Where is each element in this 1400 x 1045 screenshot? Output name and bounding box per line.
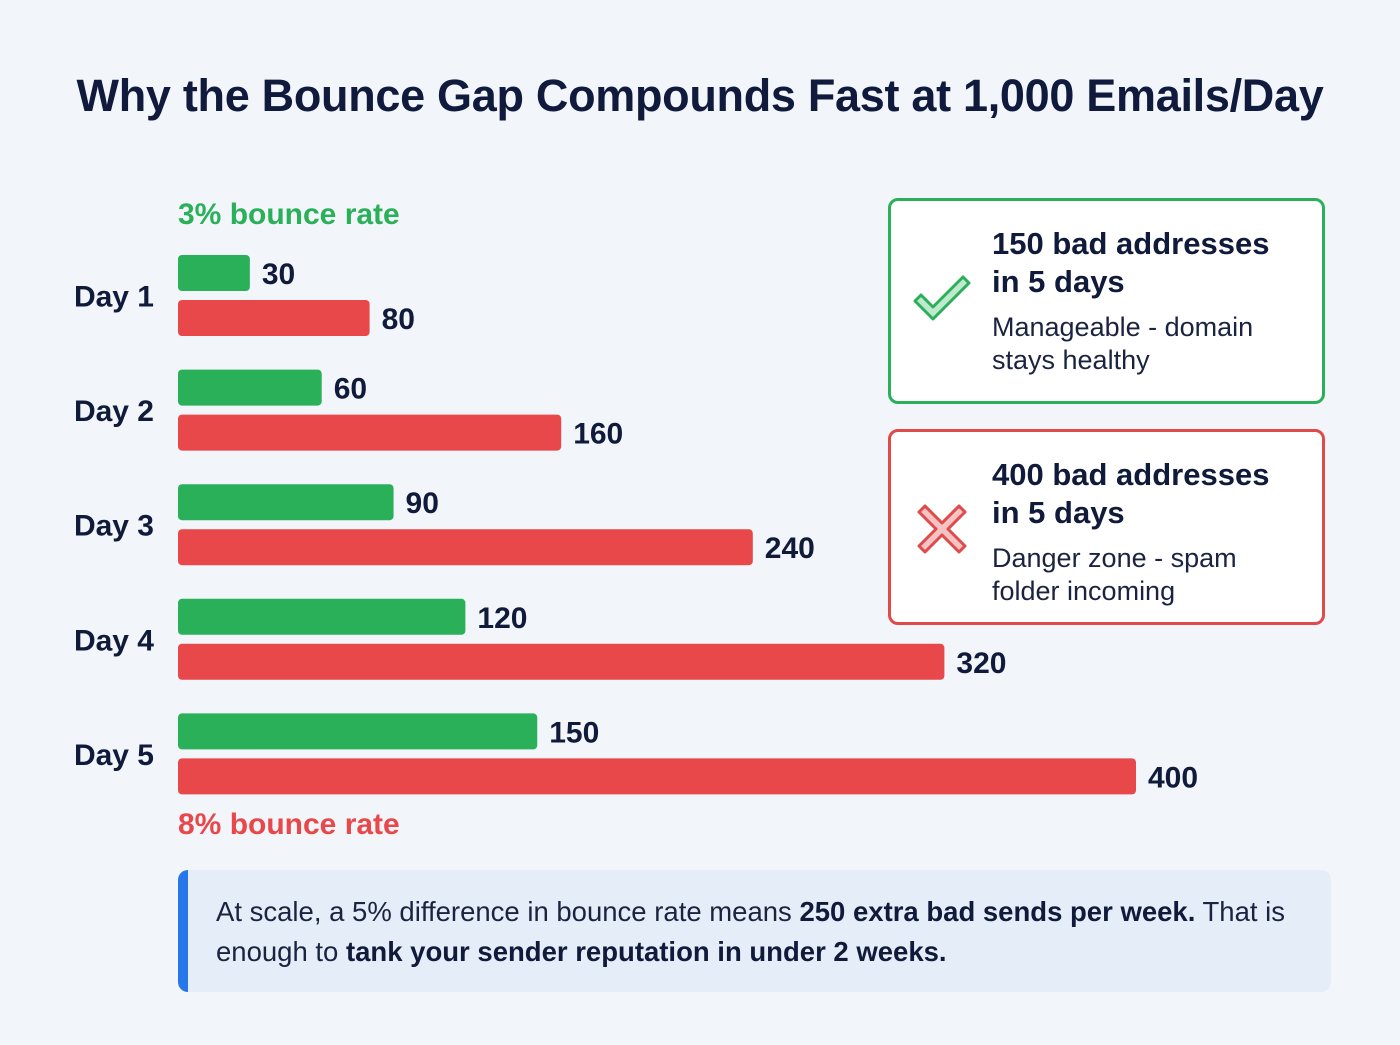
- category-label: Day 3: [74, 510, 154, 543]
- good-description: Manageable - domain stays healthy: [992, 312, 1254, 375]
- category-label: Day 5: [74, 739, 154, 772]
- bad-description: Danger zone - spam folder incoming: [992, 543, 1237, 606]
- bar-8pct: [178, 758, 1136, 795]
- data-label: 320: [956, 647, 1006, 680]
- data-label: 160: [573, 418, 623, 451]
- bar-3pct: [178, 484, 394, 521]
- legend-8pct: 8% bounce rate: [178, 808, 400, 841]
- data-label: 90: [406, 487, 439, 520]
- bar-3pct: [178, 255, 250, 291]
- bar-8pct: [178, 529, 753, 566]
- data-label: 150: [549, 716, 599, 749]
- good-headline: 150 bad addresses in 5 days: [992, 226, 1270, 299]
- callout-accent-bar: [178, 870, 188, 992]
- data-label: 30: [262, 258, 295, 291]
- bar-8pct: [178, 414, 562, 451]
- bar-3pct: [178, 369, 322, 406]
- check-icon: [913, 275, 971, 321]
- page-title: Why the Bounce Gap Compounds Fast at 1,0…: [76, 70, 1324, 121]
- data-label: 60: [334, 373, 367, 406]
- data-label: 240: [765, 532, 815, 565]
- data-label: 120: [477, 602, 527, 635]
- category-label: Day 2: [74, 395, 154, 428]
- bar-3pct: [178, 598, 466, 635]
- bad-summary-card: 400 bad addresses in 5 days Danger zone -…: [888, 429, 1325, 625]
- bar-8pct: [178, 643, 945, 680]
- category-label: Day 1: [74, 281, 154, 314]
- bad-headline: 400 bad addresses in 5 days: [992, 457, 1270, 530]
- bar-8pct: [178, 300, 370, 336]
- callout-text: At scale, a 5% difference in bounce rate…: [216, 896, 1286, 967]
- data-label: 80: [382, 303, 415, 336]
- category-label: Day 4: [74, 624, 154, 657]
- legend-3pct: 3% bounce rate: [178, 198, 400, 231]
- good-summary-card: 150 bad addresses in 5 days Manageable - …: [888, 198, 1325, 404]
- x-icon: [917, 504, 967, 554]
- data-label: 400: [1148, 761, 1198, 794]
- callout-note: At scale, a 5% difference in bounce rate…: [178, 870, 1331, 992]
- bar-3pct: [178, 713, 538, 750]
